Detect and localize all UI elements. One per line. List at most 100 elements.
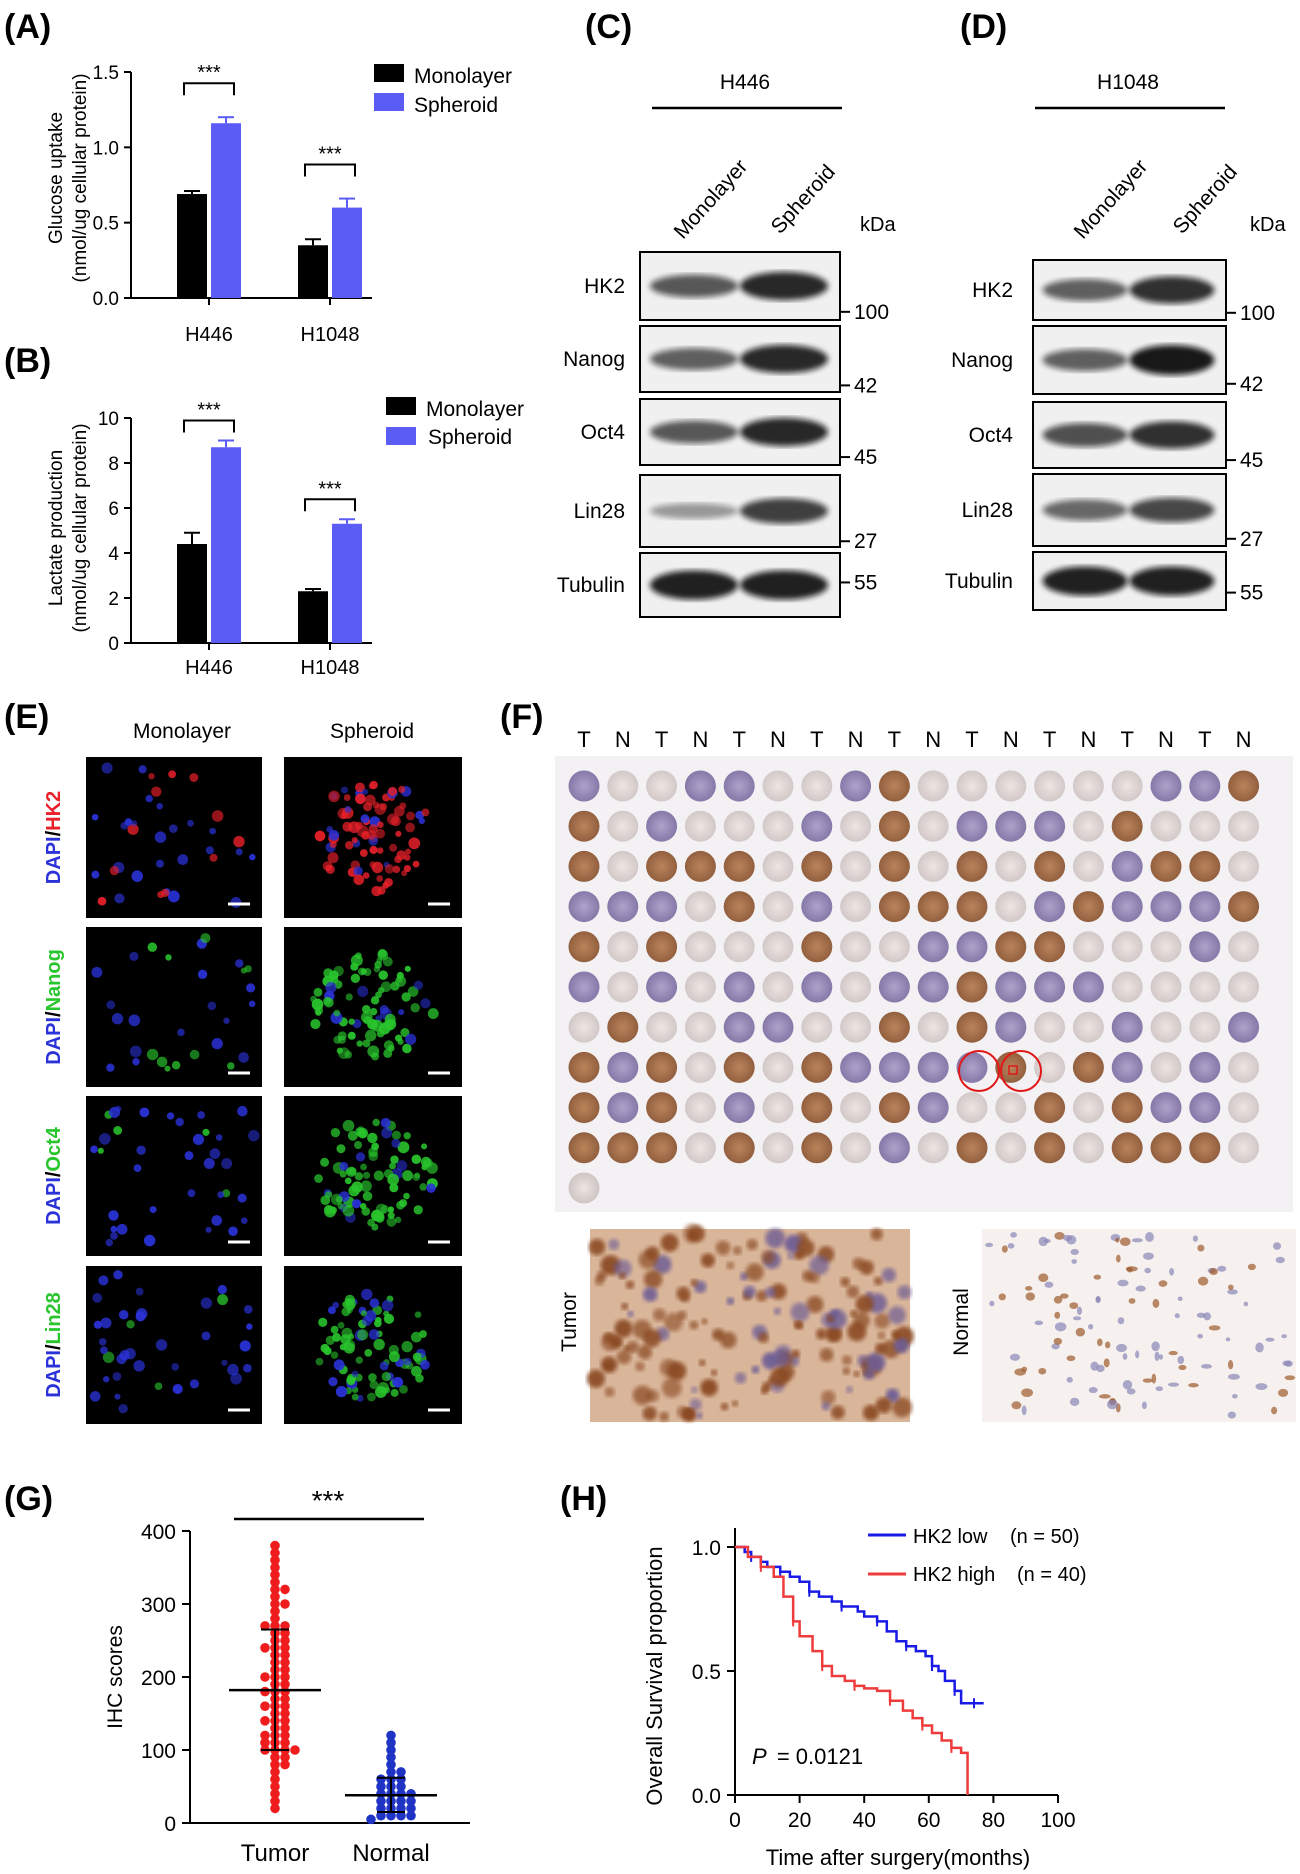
cell-nucleus [395,830,402,837]
cell-nucleus [197,1111,206,1119]
cell-nucleus [369,1007,378,1016]
cell-nucleus [339,1161,349,1171]
cell-nucleus [323,1346,332,1356]
tumor-cell [859,1260,874,1275]
cell-nucleus [129,1045,142,1058]
cell-nucleus [362,1039,371,1048]
tma-core [607,931,639,963]
tumor-cell [773,1307,781,1315]
cell-nucleus [419,1183,428,1191]
normal-cell [1208,1325,1221,1331]
tma-core [684,1132,716,1164]
tumor-cell [596,1270,607,1281]
tma-core [1228,1132,1260,1164]
y-tick-label: 1.5 [93,63,119,84]
tma-column-label: N [615,727,631,752]
tma-core [1072,891,1104,923]
cell-nucleus [128,1014,141,1027]
normal-cell [1167,1382,1180,1387]
if-row-label-marker: HK2 [43,791,65,831]
tma-column-label: N [1080,727,1096,752]
cell-nucleus [398,1009,405,1016]
tumor-cell [712,1328,725,1341]
normal-cell [1096,1364,1105,1373]
blot-row-label: Oct4 [969,424,1014,447]
kda-value: 45 [1240,449,1263,472]
cell-nucleus [171,1363,179,1371]
cell-nucleus [391,1138,401,1148]
tma-column-label: T [655,727,668,752]
significance-bracket [183,82,235,96]
cell-nucleus [164,1065,171,1072]
normal-cell [1126,1388,1136,1395]
cell-nucleus [342,1119,355,1132]
cell-nucleus [389,1183,399,1193]
cell-nucleus [325,1191,333,1199]
tumor-cell [840,1277,850,1287]
cell-nucleus [328,830,340,841]
cell-nucleus [133,1360,145,1372]
normal-cell [1025,1286,1033,1291]
cell-nucleus [237,1193,247,1203]
tma-core [1111,931,1143,963]
panel-label-g: (G) [4,1480,53,1518]
if-row-label-slash: / [43,1011,65,1017]
cell-nucleus [90,1145,98,1154]
cell-nucleus [115,1105,122,1112]
tma-core [646,850,678,882]
normal-cell [1066,1376,1073,1383]
cell-nucleus [371,1052,380,1061]
tma-core [801,931,833,963]
data-point [386,1730,396,1741]
cell-nucleus [414,1311,422,1318]
cell-nucleus [376,957,383,964]
normal-cell [1247,1263,1256,1271]
cell-nucleus [110,1232,118,1240]
tma-core [1111,1051,1143,1083]
bar-monolayer [298,591,328,643]
cell-nucleus [411,1154,422,1164]
cell-nucleus [328,1306,336,1315]
tma-core [684,1011,716,1043]
normal-cell [1145,1232,1154,1242]
tumor-cell [695,1412,703,1419]
cell-nucleus [386,1216,397,1227]
tma-core [723,1051,755,1083]
normal-cell [1095,1296,1101,1303]
tma-core [568,1172,600,1204]
legend-label-spheroid-b: Spheroid [428,426,512,449]
normal-cell [985,1242,994,1248]
cell-nucleus [336,1047,343,1054]
tma-core [878,850,910,882]
cell-nucleus [401,1341,413,1353]
cell-nucleus [314,1174,323,1183]
cell-nucleus [426,1183,436,1193]
if-image [284,927,462,1087]
cell-nucleus [318,1317,328,1327]
cell-nucleus [412,860,420,868]
blot-band [1042,566,1128,596]
tma-core [607,1011,639,1043]
cell-nucleus [373,1170,384,1181]
significance-stars: *** [318,478,342,500]
cell-nucleus [313,987,323,997]
kda-value: 100 [854,301,889,324]
tma-core [1034,1011,1066,1043]
blot-band [1129,276,1215,304]
immunofluorescence-e: Monolayer Spheroid DAPI/HK2DAPI/NanogDAP… [43,720,462,1424]
tma-core [801,1092,833,1124]
cell-nucleus [165,954,172,961]
chart-h-xlabel: Time after surgery(months) [766,1845,1030,1870]
legend-n-hk2-low: (n = 50) [1010,1526,1079,1548]
tumor-cell [888,1306,906,1325]
tma-column-label: T [577,727,590,752]
normal-cell [1168,1350,1178,1356]
tma-core [568,810,600,842]
blot-band [650,348,738,370]
tumor-cell [767,1377,776,1385]
normal-cell [1072,1316,1082,1321]
legend-swatch-monolayer [374,64,404,82]
cell-nucleus [411,1331,422,1343]
cell-nucleus [402,1043,412,1054]
normal-cell [1038,1273,1049,1283]
